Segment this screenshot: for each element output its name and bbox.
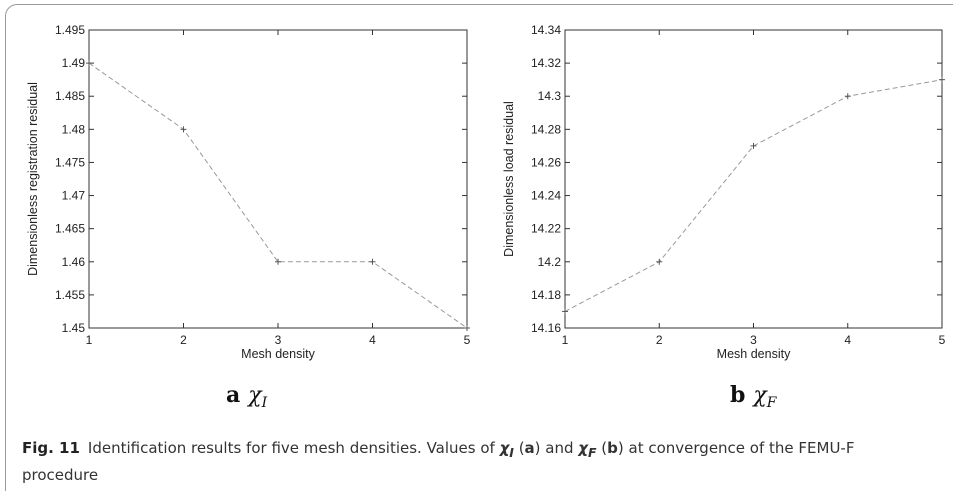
caption-paren-a-open: ( (513, 439, 525, 457)
chart-b-ytick-label: 14.18 (531, 288, 561, 302)
subfigure-symbol-b: χ (753, 383, 767, 408)
subfigure-letter-b: b (730, 382, 746, 408)
chart-a-ytick-label: 1.465 (55, 222, 85, 236)
chart-b-ytick-label: 14.22 (531, 222, 561, 236)
chart-a-xtick-label: 4 (369, 333, 376, 347)
chart-a-xtick-label: 3 (275, 333, 282, 347)
chart-a-ytick-label: 1.46 (62, 255, 86, 269)
chart-a-xtick-label: 1 (86, 333, 93, 347)
chart-b-data-point (844, 93, 851, 100)
chart-a: 1.45 1.455 1.46 1.465 1.47 1.475 1.48 1.485 1.49… (26, 23, 471, 361)
chart-b-ytick-label: 14.3 (538, 89, 562, 103)
caption-paren-a-close: ) and (534, 439, 579, 457)
chart-a-ytick-label: 1.45 (62, 321, 86, 335)
chart-b-ytick-label: 14.2 (538, 255, 562, 269)
chart-b-ytick-label: 14.34 (531, 23, 561, 37)
chart-a-plot-area (88, 29, 468, 329)
chart-a-xtick-label: 5 (464, 333, 471, 347)
chart-a-series-line (88, 62, 468, 329)
subfigure-subscript-a: I (261, 395, 268, 411)
caption-sub-i: I (509, 445, 514, 460)
chart-a-data-point (86, 60, 92, 67)
chart-b-xtick-label: 3 (750, 333, 757, 347)
chart-a-data-point (369, 258, 376, 265)
caption-text-1: Identification results for five mesh den… (87, 439, 500, 457)
figure-caption: Fig. 11 Identification results for five m… (22, 437, 922, 486)
chart-b-ytick-label: 14.26 (531, 155, 561, 169)
chart-b-ytick-label: 14.16 (531, 321, 561, 335)
chart-a-data-point (180, 126, 187, 133)
subfigure-label-a: a χI (226, 382, 268, 411)
chart-b-plot-area (564, 29, 943, 329)
caption-chi-2: χ (578, 439, 588, 457)
chart-a-ytick-label: 1.49 (62, 56, 86, 70)
chart-b-series-line (564, 79, 943, 312)
chart-a-data-point (275, 258, 281, 265)
chart-a-ytick-label: 1.475 (55, 155, 85, 169)
chart-b-xtick-label: 2 (656, 333, 663, 347)
chart-b-data-point (656, 258, 663, 265)
chart-b-data-point (750, 142, 757, 149)
chart-b-yaxis-label: Dimensionless load residual (502, 101, 516, 257)
chart-a-data-point (464, 325, 470, 331)
chart-a-xtick-label: 2 (180, 333, 187, 347)
caption-letter-b: b (607, 439, 618, 457)
chart-b: 14.1614.1814.214.2214.2414.2614.2814.314… (502, 23, 946, 361)
subfigure-label-b: b χF (730, 382, 777, 411)
chart-a-ytick-label: 1.455 (55, 288, 85, 302)
chart-b-xtick-label: 4 (844, 333, 851, 347)
chart-b-ytick-label: 14.24 (531, 189, 561, 203)
chart-a-ytick-label: 1.485 (55, 89, 85, 103)
figure-frame (5, 4, 953, 491)
caption-text-2: ) at convergence of the FEMU-F procedure (22, 439, 855, 484)
chart-a-yaxis-label: Dimensionless registration residual (26, 82, 40, 276)
subfigure-letter-a: a (226, 382, 241, 408)
chart-b-ytick-label: 14.32 (531, 56, 561, 70)
chart-b-data-point (562, 308, 568, 315)
chart-b-xaxis-label: Mesh density (717, 347, 791, 361)
caption-fig-label: Fig. 11 (22, 439, 80, 457)
chart-b-ytick-label: 14.28 (531, 122, 561, 136)
chart-a-ytick-label: 1.47 (62, 189, 86, 203)
chart-b-xtick-label: 1 (562, 333, 569, 347)
subfigure-subscript-b: F (766, 395, 777, 411)
chart-a-xaxis-label: Mesh density (241, 347, 315, 361)
chart-b-xtick-label: 5 (939, 333, 946, 347)
caption-sub-f: F (587, 445, 597, 460)
caption-chi-1: χ (499, 439, 510, 457)
chart-b-data-point (939, 76, 945, 83)
caption-letter-a: a (524, 439, 535, 457)
chart-a-ytick-label: 1.48 (62, 122, 86, 136)
chart-a-ytick-label: 1.495 (55, 23, 85, 37)
caption-paren-b-open: ( (596, 439, 608, 457)
subfigure-symbol-a: χ (248, 383, 262, 408)
